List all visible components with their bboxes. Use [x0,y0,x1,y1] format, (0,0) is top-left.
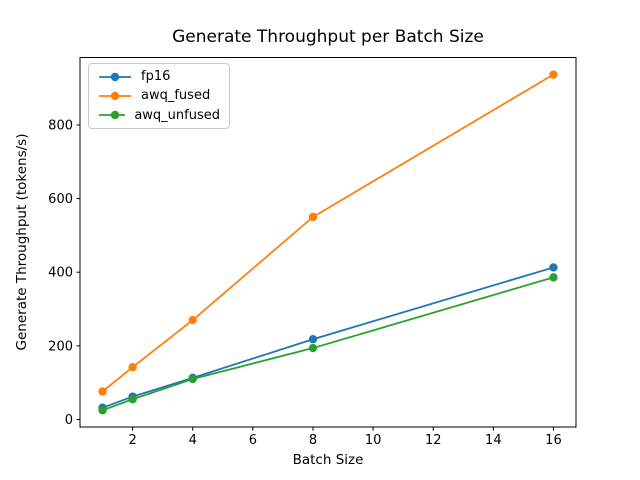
series-marker-awq_fused [308,212,318,222]
series-marker-fp16 [549,263,558,272]
axes-spines [79,57,577,428]
x-tick-label: 6 [249,433,257,448]
x-tick-label: 16 [545,433,562,448]
legend-item-awq_unfused: awq_unfused [98,108,220,123]
x-tick-label: 8 [309,433,317,448]
x-tick-label: 4 [189,433,197,448]
series-marker-awq_unfused [308,343,318,353]
legend-line-sample-awq_unfused [99,111,126,120]
series-marker-awq_fused [549,70,558,79]
y-tick-label: 0 [65,413,73,428]
series-marker-awq_fused [188,315,197,325]
series-marker-awq_fused [128,362,137,372]
series-marker-awq_unfused [128,395,137,404]
y-tick-label: 800 [48,118,73,133]
legend-item-fp16: fp16 [98,69,220,84]
legend-line-sample-awq_fused [99,91,131,101]
legend-item-awq_fused: awq_fused [98,88,220,103]
legend-label-fp16: fp16 [141,69,171,85]
series-marker-awq_unfused [98,406,107,415]
series-marker-awq_unfused [188,374,197,384]
chart-title: Generate Throughput per Batch Size [172,27,484,47]
series-line-awq_unfused [101,276,555,412]
x-tick-label: 10 [365,433,382,448]
x-tick-label: 2 [128,433,136,448]
legend-label-awq_unfused: awq_unfused [134,107,220,123]
series-marker-awq_unfused [549,273,558,282]
y-tick-label: 200 [48,339,73,354]
legend-line-sample-fp16 [99,72,131,81]
x-tick-label: 14 [485,433,502,448]
x-axis-label: Batch Size [292,452,364,468]
legend: fp16 awq_fused awq_unfused [88,63,230,129]
y-tick-label: 600 [48,192,73,207]
x-tick-label: 12 [425,433,442,448]
legend-label-awq_fused: awq_fused [141,88,211,104]
y-tick-label: 400 [48,266,73,281]
series-marker-awq_fused [98,387,107,396]
series-marker-fp16 [308,335,318,344]
